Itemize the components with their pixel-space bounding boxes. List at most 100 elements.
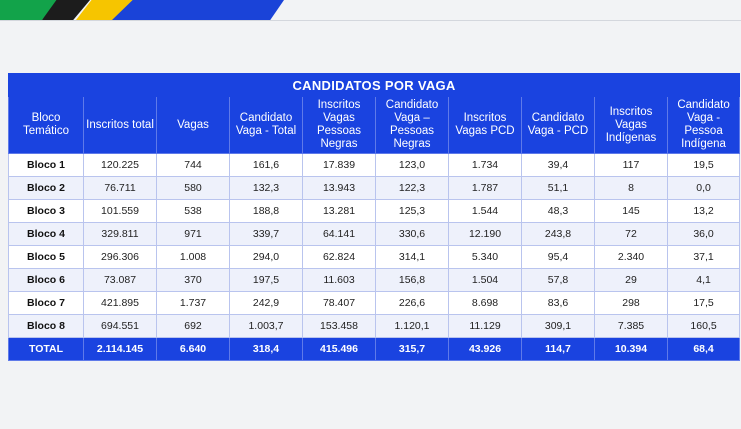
table-cell: 51,1 <box>521 176 595 200</box>
table-cell: 13,2 <box>666 199 741 223</box>
row-label: Bloco 6 <box>8 268 84 292</box>
table-cell: 197,5 <box>229 268 303 292</box>
table-cell: 29 <box>594 268 668 292</box>
table-cell: 4,1 <box>666 268 741 292</box>
table-cell: 1.734 <box>448 153 522 177</box>
table-cell: 242,9 <box>229 291 303 315</box>
table-cell: 13.281 <box>302 199 376 223</box>
table-cell: 1.120,1 <box>375 314 449 338</box>
table-row: Bloco 5 296.306 1.008 294,0 62.824 314,1 5.340… <box>8 245 741 269</box>
table-cell: 48,3 <box>521 199 595 223</box>
table-cell: 145 <box>594 199 668 223</box>
total-cell: 10.394 <box>594 337 668 361</box>
table-cell: 62.824 <box>302 245 376 269</box>
table-cell: 17,5 <box>666 291 741 315</box>
table-cell: 1.787 <box>448 176 522 200</box>
total-cell: 318,4 <box>229 337 303 361</box>
table-cell: 538 <box>156 199 230 223</box>
table-cell: 36,0 <box>666 222 741 246</box>
table-cell: 78.407 <box>302 291 376 315</box>
table-cell: 370 <box>156 268 230 292</box>
table-cell: 17.839 <box>302 153 376 177</box>
column-header: Candidato Vaga – Pessoas Negras <box>375 96 449 154</box>
table-cell: 294,0 <box>229 245 303 269</box>
table-row: Bloco 1 120.225 744 161,6 17.839 123,0 1.734 39… <box>8 153 741 177</box>
table-cell: 73.087 <box>83 268 157 292</box>
column-header: Inscritos Vagas Pessoas Negras <box>302 96 376 154</box>
table-cell: 95,4 <box>521 245 595 269</box>
table-cell: 160,5 <box>666 314 741 338</box>
table-cell: 298 <box>594 291 668 315</box>
table-cell: 39,4 <box>521 153 595 177</box>
table-row: Bloco 3 101.559 538 188,8 13.281 125,3 1.544 48… <box>8 199 741 223</box>
candidates-table-container: CANDIDATOS POR VAGA Bloco Temático Inscri… <box>7 73 741 361</box>
table-cell: 243,8 <box>521 222 595 246</box>
table-cell: 11.129 <box>448 314 522 338</box>
row-label: Bloco 4 <box>8 222 84 246</box>
table-cell: 117 <box>594 153 668 177</box>
total-cell: 415.496 <box>302 337 376 361</box>
table-cell: 329.811 <box>83 222 157 246</box>
row-label: Bloco 1 <box>8 153 84 177</box>
table-cell: 5.340 <box>448 245 522 269</box>
total-cell: 114,7 <box>521 337 595 361</box>
table-cell: 120.225 <box>83 153 157 177</box>
table-cell: 421.895 <box>83 291 157 315</box>
table-cell: 13.943 <box>302 176 376 200</box>
column-header: Inscritos Vagas Indígenas <box>594 96 668 154</box>
table-cell: 309,1 <box>521 314 595 338</box>
table-cell: 132,3 <box>229 176 303 200</box>
table-cell: 694.551 <box>83 314 157 338</box>
total-cell: 43.926 <box>448 337 522 361</box>
total-cell: 68,4 <box>666 337 741 361</box>
table-cell: 153.458 <box>302 314 376 338</box>
table-cell: 156,8 <box>375 268 449 292</box>
row-label: Bloco 8 <box>8 314 84 338</box>
table-cell: 76.711 <box>83 176 157 200</box>
column-header: Bloco Temático <box>8 96 84 154</box>
table-title: CANDIDATOS POR VAGA <box>7 73 741 97</box>
table-total-row: TOTAL 2.114.145 6.640 318,4 415.496 315,7 43.9… <box>8 337 741 361</box>
table-cell: 64.141 <box>302 222 376 246</box>
row-label: Bloco 5 <box>8 245 84 269</box>
table-cell: 1.003,7 <box>229 314 303 338</box>
table-row: Bloco 6 73.087 370 197,5 11.603 156,8 1.504 57,… <box>8 268 741 292</box>
candidates-per-vacancy-table: CANDIDATOS POR VAGA Bloco Temático Inscri… <box>7 73 741 361</box>
table-cell: 580 <box>156 176 230 200</box>
table-cell: 330,6 <box>375 222 449 246</box>
table-row: Bloco 2 76.711 580 132,3 13.943 122,3 1.787 51,… <box>8 176 741 200</box>
column-header: Inscritos Vagas PCD <box>448 96 522 154</box>
column-header: Candidato Vaga - PCD <box>521 96 595 154</box>
table-cell: 744 <box>156 153 230 177</box>
total-label: TOTAL <box>8 337 84 361</box>
table-cell: 296.306 <box>83 245 157 269</box>
table-cell: 37,1 <box>666 245 741 269</box>
table-cell: 122,3 <box>375 176 449 200</box>
row-label: Bloco 3 <box>8 199 84 223</box>
table-cell: 101.559 <box>83 199 157 223</box>
table-row: Bloco 4 329.811 971 339,7 64.141 330,6 12.190 2… <box>8 222 741 246</box>
header-divider <box>0 20 741 21</box>
table-cell: 7.385 <box>594 314 668 338</box>
table-cell: 1.504 <box>448 268 522 292</box>
table-cell: 0,0 <box>666 176 741 200</box>
column-header: Candidato Vaga - Total <box>229 96 303 154</box>
table-cell: 339,7 <box>229 222 303 246</box>
column-header: Candidato Vaga - Pessoa Indígena <box>666 96 741 154</box>
row-label: Bloco 7 <box>8 291 84 315</box>
column-header: Vagas <box>156 96 230 154</box>
table-cell: 188,8 <box>229 199 303 223</box>
table-cell: 1.008 <box>156 245 230 269</box>
table-cell: 1.737 <box>156 291 230 315</box>
table-cell: 57,8 <box>521 268 595 292</box>
column-header: Inscritos total <box>83 96 157 154</box>
table-cell: 2.340 <box>594 245 668 269</box>
table-cell: 226,6 <box>375 291 449 315</box>
row-label: Bloco 2 <box>8 176 84 200</box>
total-cell: 315,7 <box>375 337 449 361</box>
table-cell: 314,1 <box>375 245 449 269</box>
table-cell: 692 <box>156 314 230 338</box>
total-cell: 6.640 <box>156 337 230 361</box>
brand-stripe-green <box>0 0 60 20</box>
table-cell: 11.603 <box>302 268 376 292</box>
